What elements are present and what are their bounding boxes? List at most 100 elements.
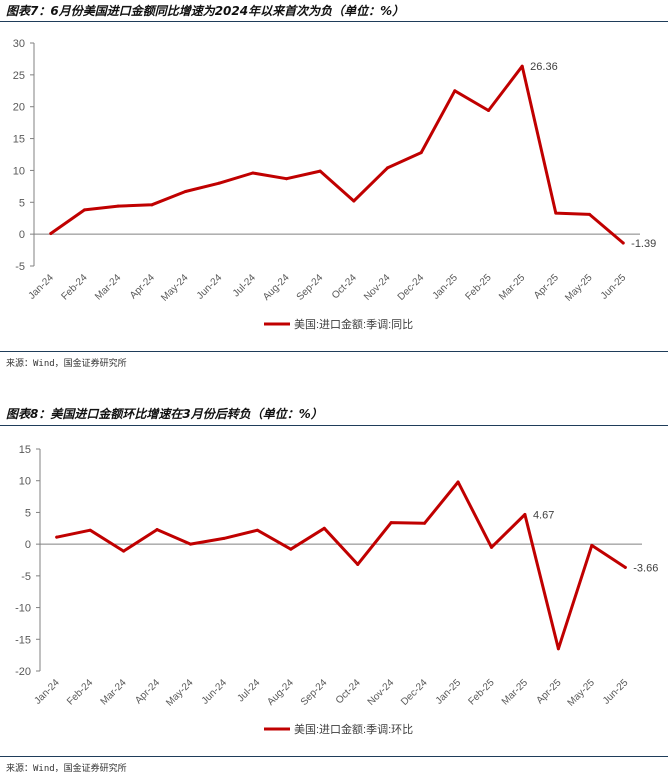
x-tick-label: Sep-24 [299, 677, 330, 708]
figure-7-bottom-rule [0, 351, 668, 352]
y-tick-label: 0 [19, 229, 25, 241]
data-point [184, 189, 187, 193]
x-tick-label: Sep-24 [295, 272, 326, 303]
data-point [386, 166, 389, 170]
data-point [55, 535, 59, 539]
legend-label: 美国:进口金额:季调:环比 [294, 722, 413, 736]
data-point [456, 480, 460, 484]
data-point [318, 169, 322, 173]
y-tick-label: 20 [13, 102, 25, 114]
x-tick-label: Jun-25 [601, 677, 631, 707]
data-point [289, 547, 293, 551]
data-point [255, 528, 259, 532]
x-tick-label: Jun-25 [599, 272, 629, 302]
data-point [419, 151, 423, 155]
x-tick-label: Apr-25 [532, 272, 561, 301]
y-tick-label: 15 [13, 134, 25, 146]
x-tick-label: Jan-24 [32, 677, 62, 707]
x-tick-label: May-24 [164, 677, 196, 709]
x-tick-label: May-25 [566, 677, 598, 709]
series-line [49, 64, 625, 245]
data-point [623, 565, 627, 569]
data-point [588, 212, 591, 216]
data-point [523, 513, 527, 517]
data-point [453, 89, 457, 93]
y-tick-label: 25 [13, 70, 25, 82]
data-point [356, 562, 360, 566]
figure-8-source: 来源：Wind，国金证券研究所 [6, 764, 127, 774]
figure-8-title: 图表8：美国进口金额环比增速在3月份后转负（单位：%） [6, 407, 323, 421]
data-point [251, 171, 255, 175]
figure-7-top-rule [0, 21, 668, 22]
x-tick-label: Jan-24 [27, 272, 57, 302]
x-tick-label: Jan-25 [434, 677, 464, 707]
data-point [423, 521, 427, 525]
data-point [520, 64, 524, 68]
data-point [189, 542, 192, 546]
y-tick-label: 0 [25, 539, 31, 551]
x-tick-label: May-24 [159, 272, 191, 304]
data-label: 4.67 [533, 510, 554, 522]
x-tick-label: Jun-24 [200, 677, 230, 707]
x-tick-label: Jan-25 [431, 272, 461, 302]
y-tick-label: -10 [15, 603, 31, 615]
data-point [150, 203, 154, 207]
x-tick-label: Mar-24 [93, 272, 123, 302]
x-tick-label: Feb-25 [466, 677, 496, 707]
x-tick-label: Oct-24 [334, 677, 363, 706]
x-tick-label: Feb-24 [59, 272, 89, 302]
y-tick-label: 15 [19, 444, 31, 456]
y-tick-label: -5 [15, 261, 25, 273]
data-point [352, 199, 356, 203]
data-point [285, 177, 288, 181]
figure-7-title: 图表7：6月份美国进口金额同比增速为2024年以来首次为负（单位：%） [6, 4, 405, 18]
x-tick-label: Mar-24 [99, 677, 129, 707]
data-point [322, 526, 326, 530]
data-point [155, 528, 159, 532]
data-label: 26.36 [530, 61, 558, 73]
x-tick-label: Apr-24 [133, 677, 162, 706]
data-point [590, 543, 594, 547]
y-tick-label: -20 [15, 666, 31, 678]
data-point [116, 204, 120, 208]
y-tick-label: -15 [15, 634, 31, 646]
series-line [55, 480, 627, 651]
data-point [490, 545, 493, 549]
data-point [122, 549, 126, 553]
x-tick-label: Aug-24 [261, 272, 292, 303]
x-tick-label: Apr-24 [128, 272, 157, 301]
figure-8-top-rule [0, 425, 668, 426]
x-tick-label: Aug-24 [265, 677, 296, 708]
y-tick-label: 10 [13, 165, 25, 177]
y-tick-label: 5 [25, 507, 31, 519]
x-tick-label: Dec-24 [396, 272, 427, 303]
data-point [554, 211, 558, 215]
x-tick-label: Jul-24 [231, 272, 258, 299]
figure-7-source: 来源：Wind，国金证券研究所 [6, 359, 127, 369]
data-point [49, 232, 53, 236]
x-tick-label: Feb-24 [65, 677, 95, 707]
x-tick-label: Jul-24 [235, 677, 262, 704]
data-point [88, 528, 92, 532]
data-point [217, 181, 221, 185]
data-point [621, 241, 625, 245]
data-point [83, 208, 86, 212]
data-point [487, 109, 490, 113]
figure-8-bottom-rule [0, 756, 668, 757]
data-point [389, 521, 393, 525]
data-label: -1.39 [631, 238, 656, 250]
x-tick-label: Nov-24 [362, 272, 393, 303]
x-tick-label: Mar-25 [497, 272, 527, 302]
x-tick-label: Jun-24 [195, 272, 225, 302]
y-tick-label: 5 [19, 197, 25, 209]
x-tick-label: Apr-25 [535, 677, 564, 706]
x-tick-label: May-25 [563, 272, 595, 304]
x-tick-label: Mar-25 [500, 677, 530, 707]
y-tick-label: 10 [19, 476, 31, 488]
x-tick-label: Feb-25 [463, 272, 493, 302]
data-point [556, 647, 560, 651]
x-tick-label: Dec-24 [399, 677, 430, 708]
legend-label: 美国:进口金额:季调:同比 [294, 317, 413, 331]
